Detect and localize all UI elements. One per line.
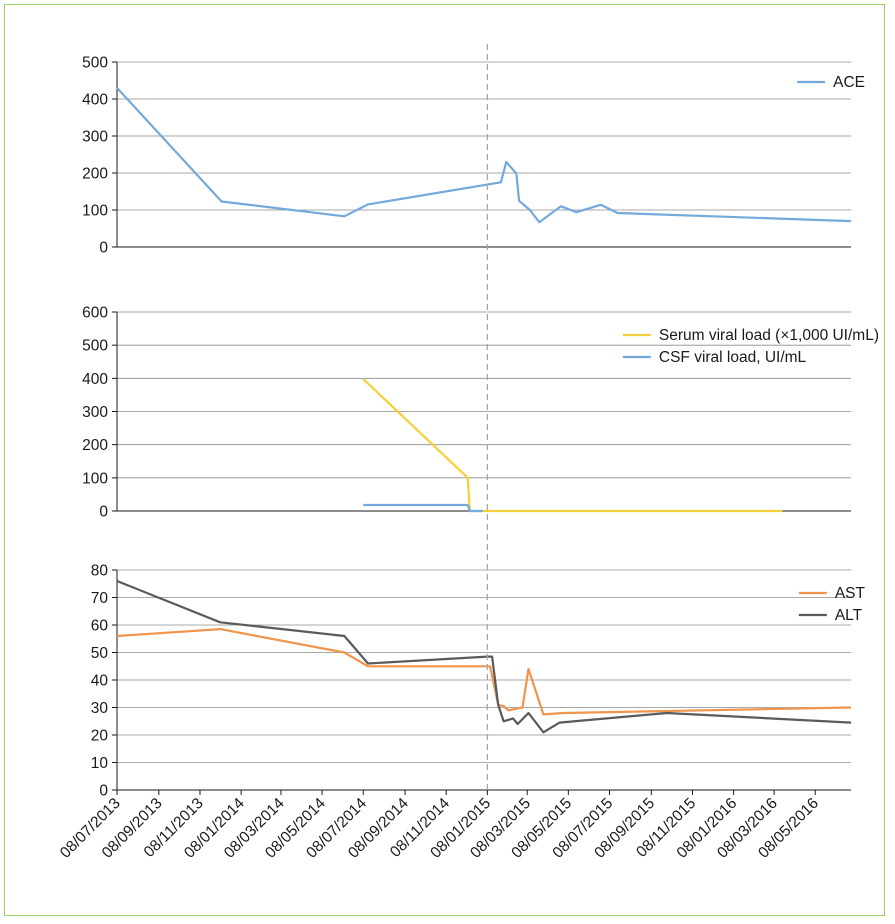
panel-3: 01020304050607080ASTALT08/07/201308/09/2… [57, 563, 866, 862]
legend-label: AST [835, 585, 866, 602]
y-tick-label: 200 [82, 437, 108, 454]
y-tick-label: 100 [82, 203, 108, 220]
y-tick-label: 100 [82, 470, 108, 487]
y-tick-label: 30 [91, 700, 109, 717]
y-tick-label: 80 [91, 563, 109, 580]
y-tick-label: 400 [82, 92, 108, 109]
series-line-csf-viral-load-ui-ml [363, 503, 483, 513]
series-line-alt [116, 579, 852, 734]
y-tick-label: 200 [82, 166, 108, 183]
y-tick-label: 500 [82, 55, 108, 72]
legend-label: ALT [835, 607, 863, 624]
figure-frame [4, 4, 885, 916]
series-line-ace [116, 87, 852, 224]
y-tick-label: 60 [91, 618, 109, 635]
y-tick-label: 0 [99, 783, 108, 800]
y-tick-label: 300 [82, 404, 108, 421]
y-tick-label: 600 [82, 305, 108, 322]
y-tick-label: 0 [99, 240, 108, 257]
y-tick-label: 0 [99, 504, 108, 521]
y-tick-label: 40 [91, 673, 109, 690]
y-tick-label: 400 [82, 371, 108, 388]
y-tick-label: 20 [91, 728, 109, 745]
y-tick-label: 10 [91, 755, 109, 772]
y-tick-label: 70 [91, 590, 109, 607]
y-tick-label: 300 [82, 129, 108, 146]
legend-label: ACE [833, 74, 865, 91]
panel-1: 0 100 200 300 400 500 ACE [82, 55, 865, 257]
series-line-ast [116, 627, 852, 716]
y-tick-label: 50 [91, 645, 109, 662]
y-tick-label: 500 [82, 338, 108, 355]
panel-2: 0 100 200 300 400 500 600 Serum viral load (×1,… [82, 305, 879, 521]
series-line-serum-viral-load-1-000-ui-ml [362, 378, 783, 513]
legend-label: Serum viral load (×1,000 UI/mL) [659, 327, 879, 344]
legend-label: CSF viral load, UI/mL [659, 349, 807, 366]
